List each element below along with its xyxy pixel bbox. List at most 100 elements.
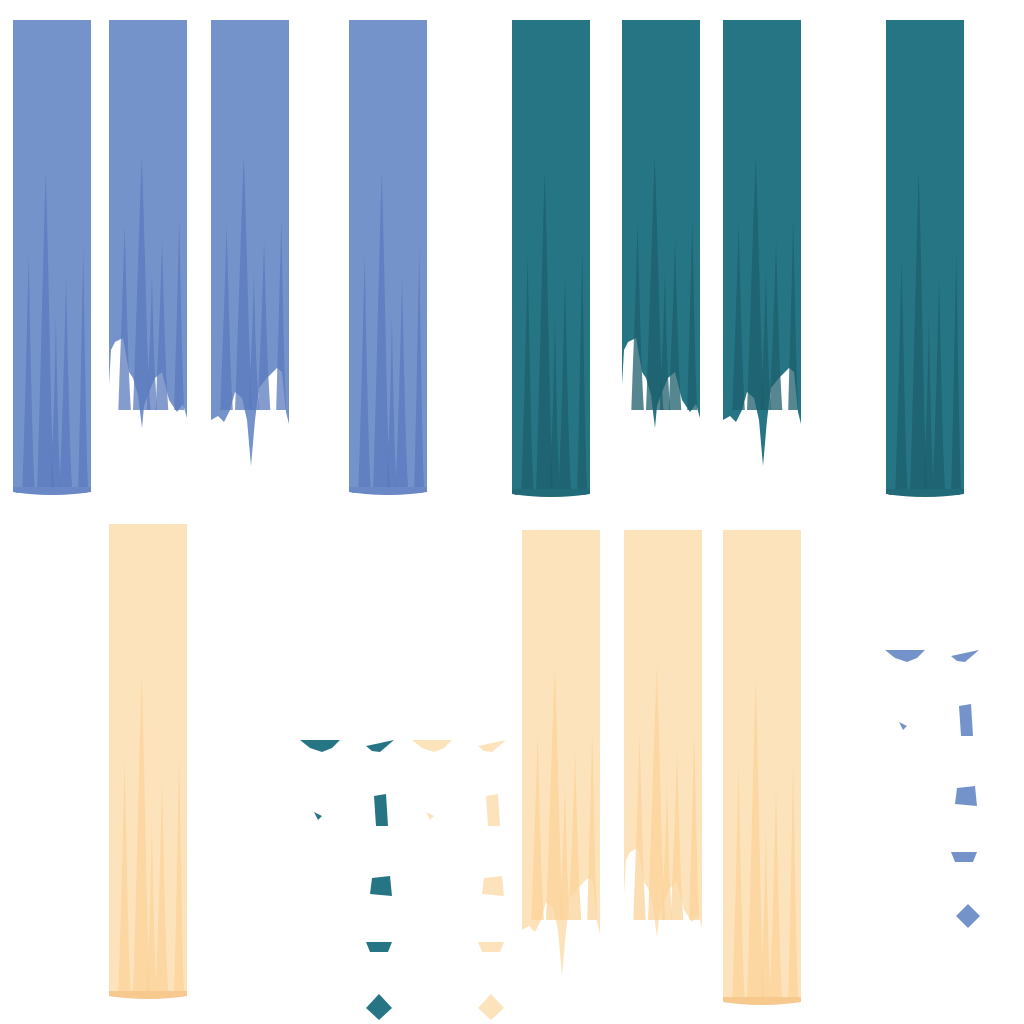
curtain-teal-torn-short-5 xyxy=(622,20,700,428)
curtain-cream-torn-short-10-panel xyxy=(624,530,702,938)
curtain-cream-full-8 xyxy=(109,524,187,999)
curtain-cream-torn-short-10 xyxy=(624,530,702,938)
curtain-blue-torn-long-2-fold-3 xyxy=(276,217,287,410)
fragments-blue xyxy=(885,650,980,928)
scrap-small-cream xyxy=(426,812,434,820)
curtain-teal-full-4-fold-1 xyxy=(521,256,534,492)
curtain-blue-full-0 xyxy=(13,20,91,495)
scrap-flag-teal xyxy=(366,740,394,752)
curtain-cream-torn-long-9-fold-0 xyxy=(546,665,564,920)
curtain-teal-full-7-hem xyxy=(886,489,964,497)
curtain-cream-torn-long-9-panel xyxy=(522,530,600,976)
scrap-band-cream xyxy=(478,942,504,952)
curtain-teal-full-7-fold-0 xyxy=(910,170,928,492)
curtain-blue-full-0-fold-1 xyxy=(22,256,35,490)
curtain-cream-full-11 xyxy=(723,530,801,1005)
curtain-cream-full-11-fold-0 xyxy=(747,680,765,1000)
curtain-teal-full-7 xyxy=(886,20,964,497)
curtain-cream-full-11-hem xyxy=(723,997,801,1005)
curtain-teal-full-4-fold-2 xyxy=(558,276,572,492)
curtain-cream-full-11-fold-1 xyxy=(732,766,745,1000)
curtain-blue-torn-short-1-fold-0 xyxy=(133,155,151,410)
scrap-diamond-cream xyxy=(478,994,504,1020)
scrap-wide-teal xyxy=(300,740,340,752)
curtain-blue-torn-short-1 xyxy=(109,20,187,428)
curtain-teal-torn-short-5-fold-1 xyxy=(631,224,644,410)
curtain-blue-full-0-panel xyxy=(13,20,91,493)
curtain-teal-full-7-fold-1 xyxy=(895,256,908,492)
scrap-band-blue xyxy=(951,852,977,862)
curtain-cream-torn-short-10-fold-1 xyxy=(633,734,646,920)
scrap-diamond-teal xyxy=(366,994,392,1020)
curtain-cream-full-8-fold-3 xyxy=(174,752,185,994)
curtain-cream-full-8-fold-4 xyxy=(146,818,157,994)
curtain-teal-full-4-hem xyxy=(512,489,590,497)
curtain-cream-full-8-panel xyxy=(109,524,187,997)
curtain-teal-torn-long-6-panel xyxy=(723,20,801,466)
curtain-blue-torn-short-1-fold-4 xyxy=(146,270,157,410)
curtain-teal-full-4-fold-0 xyxy=(536,170,554,492)
curtain-blue-full-0-fold-3 xyxy=(78,248,89,490)
curtain-teal-torn-long-6-fold-1 xyxy=(732,224,745,410)
curtain-cream-torn-short-10-fold-0 xyxy=(648,665,666,920)
scrap-flag-blue xyxy=(951,650,979,662)
curtain-teal-full-4 xyxy=(512,20,590,497)
curtain-blue-torn-short-1-fold-1 xyxy=(118,224,131,410)
curtain-blue-torn-short-1-fold-3 xyxy=(174,217,185,410)
curtain-cream-torn-long-9-fold-1 xyxy=(531,734,544,920)
curtain-blue-full-3-fold-1 xyxy=(358,256,371,490)
curtain-cream-torn-long-9-fold-3 xyxy=(587,727,598,920)
curtain-teal-full-4-panel xyxy=(512,20,590,495)
curtain-cream-full-11-panel xyxy=(723,530,801,1003)
curtain-cream-full-11-fold-4 xyxy=(760,824,771,1000)
fragments-teal xyxy=(300,740,394,1020)
scrap-chunk-cream xyxy=(482,876,504,896)
curtain-blue-full-3-fold-0 xyxy=(373,170,391,490)
curtain-blue-full-3-hem xyxy=(349,487,427,495)
curtain-cream-full-11-fold-2 xyxy=(769,785,783,1000)
curtain-cream-full-8-fold-2 xyxy=(155,779,169,994)
curtain-blue-full-3-fold-2 xyxy=(395,275,409,490)
curtain-teal-torn-short-5-fold-2 xyxy=(668,239,682,410)
curtain-blue-full-3-fold-4 xyxy=(386,314,397,490)
curtain-teal-full-7-fold-3 xyxy=(951,248,962,492)
curtain-teal-torn-long-6-fold-4 xyxy=(760,270,771,410)
scrap-wide-blue xyxy=(885,650,925,662)
curtain-cream-torn-long-9-fold-2 xyxy=(568,749,582,920)
curtain-cream-torn-long-9-fold-4 xyxy=(559,780,570,920)
curtain-cream-full-11-fold-3 xyxy=(788,758,799,1000)
curtain-blue-full-0-hem xyxy=(13,487,91,495)
curtain-teal-torn-short-5-panel xyxy=(622,20,700,428)
curtain-blue-torn-long-2 xyxy=(211,20,289,466)
curtain-teal-torn-long-6-fold-2 xyxy=(769,239,783,410)
curtain-cream-full-8-fold-1 xyxy=(118,760,131,994)
curtain-blue-torn-short-1-panel xyxy=(109,20,187,428)
curtain-cream-torn-short-10-fold-3 xyxy=(689,727,700,920)
scrap-wide-cream xyxy=(412,740,452,752)
curtain-blue-full-3-panel xyxy=(349,20,427,493)
curtain-cream-full-8-fold-0 xyxy=(133,674,151,994)
curtain-blue-full-0-fold-2 xyxy=(59,275,73,490)
scrap-small-teal xyxy=(314,812,322,820)
scrap-chunk-blue xyxy=(955,786,977,806)
curtain-blue-torn-short-1-fold-2 xyxy=(155,239,169,410)
scrap-band-teal xyxy=(366,942,392,952)
curtain-teal-full-7-fold-2 xyxy=(932,276,946,492)
curtain-blue-full-0-fold-4 xyxy=(50,314,61,490)
curtain-teal-torn-short-5-fold-4 xyxy=(659,270,670,410)
curtain-cream-torn-long-9 xyxy=(522,530,600,976)
curtain-teal-torn-long-6-fold-3 xyxy=(788,217,799,410)
curtain-blue-full-3-fold-3 xyxy=(414,248,425,490)
curtain-blue-torn-long-2-fold-0 xyxy=(235,155,253,410)
fragments-cream xyxy=(412,740,506,1020)
scrap-flag-cream xyxy=(478,740,506,752)
curtain-teal-full-4-fold-4 xyxy=(549,315,560,492)
curtain-teal-torn-short-5-fold-3 xyxy=(687,217,698,410)
curtain-blue-torn-long-2-panel xyxy=(211,20,289,466)
scrap-diamond-blue xyxy=(956,904,980,928)
scrap-strip-cream xyxy=(486,794,500,826)
scrap-chunk-teal xyxy=(370,876,392,896)
curtain-cream-torn-short-10-fold-4 xyxy=(661,780,672,920)
